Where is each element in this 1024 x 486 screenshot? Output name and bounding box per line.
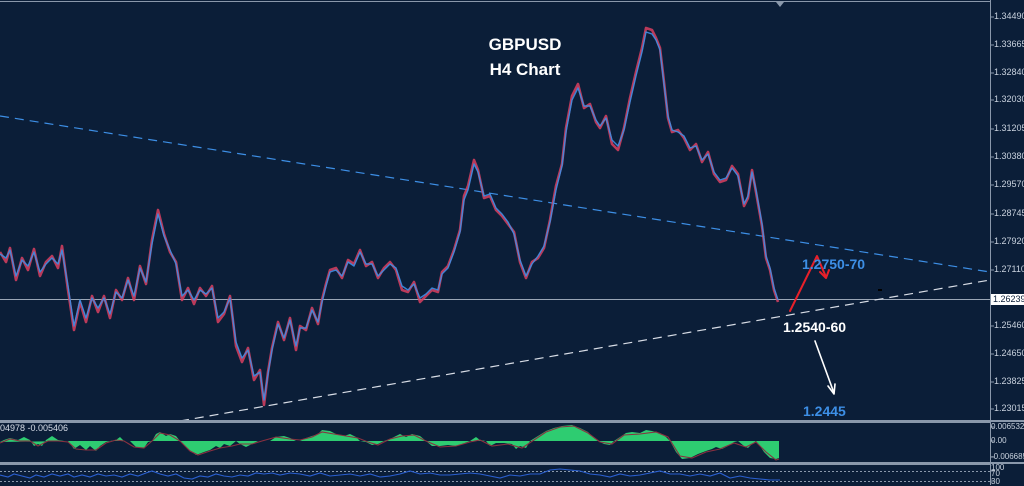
macd-axis-max: 0.006532 [991, 422, 1024, 431]
macd-axis-min: -0.006685 [991, 452, 1024, 461]
price-tick: 1.34490 [994, 11, 1024, 21]
price-tick: 1.23825 [994, 376, 1024, 386]
support-trendline [179, 279, 991, 422]
price-tick: 1.32840 [994, 67, 1024, 77]
target-label: 1.2445 [803, 403, 846, 419]
resistance-trendline [0, 115, 991, 273]
timeframe-label: H4 Chart [489, 60, 561, 79]
macd-values-label: 04978 -0.005406 [0, 423, 69, 433]
support-zone-label: 1.2540-60 [783, 319, 847, 335]
macd-signal-line [0, 425, 780, 461]
resistance-zone-label: 1.2750-70 [802, 256, 866, 272]
rsi-axis-70: 70 [991, 469, 1000, 478]
marker-dot [878, 289, 882, 291]
symbol-label: GBPUSD [488, 35, 562, 54]
price-tick: 1.24650 [994, 348, 1024, 358]
price-axis-ticks [990, 16, 994, 410]
price-tick: 1.28745 [994, 208, 1024, 218]
chart-title: GBPUSD H4 Chart [455, 32, 595, 82]
bull-scenario-arrow-icon [789, 255, 830, 312]
price-tick: 1.29570 [994, 179, 1024, 189]
bear-scenario-arrow-icon [814, 340, 836, 395]
scroll-marker-icon [776, 2, 784, 7]
macd-panel-separator [0, 420, 990, 423]
price-tick: 1.27920 [994, 236, 1024, 246]
rsi-axis-30: 30 [991, 477, 1000, 486]
price-tick: 1.30380 [994, 151, 1024, 161]
rsi-axis-100: 100 [991, 463, 1005, 472]
price-tick: 1.23015 [994, 403, 1024, 413]
macd-histogram [0, 425, 779, 459]
price-tick: 1.25460 [994, 320, 1024, 330]
price-tick: 1.31205 [994, 123, 1024, 133]
current-price-tag: 1.26239 [991, 294, 1024, 305]
rsi-line [0, 468, 780, 481]
macd-axis-zero: 0.00 [991, 436, 1007, 445]
rsi-panel-separator [0, 462, 990, 465]
price-tick: 1.32030 [994, 94, 1024, 104]
price-tick: 1.27110 [994, 264, 1024, 274]
price-tick: 1.33665 [994, 39, 1024, 49]
price-candles [0, 26, 780, 407]
